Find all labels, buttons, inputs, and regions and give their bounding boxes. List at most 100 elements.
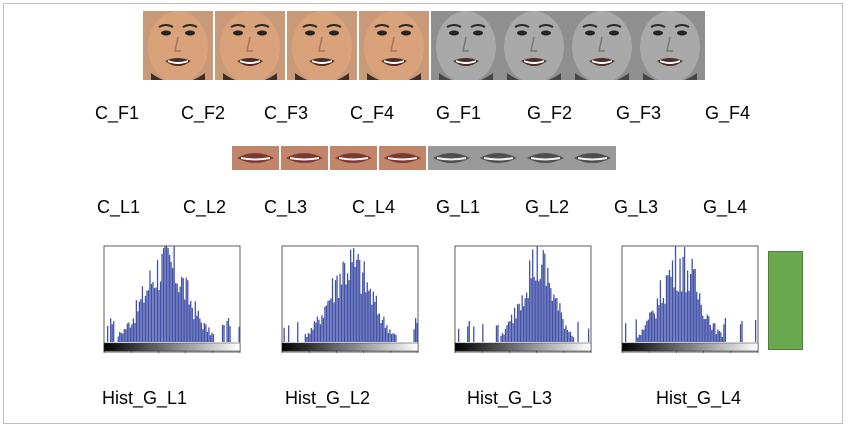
histogram-bar bbox=[208, 327, 210, 342]
face-image-c-f2 bbox=[215, 11, 285, 80]
histogram-bar bbox=[530, 278, 532, 342]
histogram-bar bbox=[638, 334, 640, 342]
histogram-g-l1 bbox=[103, 245, 241, 353]
histogram-bar bbox=[191, 307, 193, 342]
histogram-bar bbox=[709, 324, 711, 342]
histogram-bar bbox=[650, 311, 652, 342]
face-label-c-f3: C_F3 bbox=[264, 103, 309, 123]
histogram-bar bbox=[708, 316, 710, 342]
histogram-bar bbox=[366, 282, 368, 342]
histogram-bar bbox=[135, 300, 138, 342]
histogram-bar bbox=[196, 315, 198, 342]
histogram-bar bbox=[172, 267, 174, 342]
histogram-bar bbox=[644, 325, 646, 342]
histogram-bar bbox=[673, 287, 675, 342]
histogram-bar bbox=[309, 333, 311, 342]
histogram-bar bbox=[482, 324, 484, 342]
histogram-bar bbox=[468, 320, 470, 342]
histogram-label-g-l4: Hist_G_L4 bbox=[656, 388, 742, 408]
histogram-bar bbox=[506, 325, 508, 342]
histogram-bar bbox=[699, 293, 701, 342]
histogram-bar bbox=[168, 255, 171, 342]
histogram-bar bbox=[307, 333, 309, 342]
histogram-bar bbox=[507, 321, 510, 342]
histogram-bar bbox=[187, 280, 189, 342]
histogram-bar bbox=[562, 319, 564, 342]
histogram-bar bbox=[357, 254, 359, 342]
histogram-bar bbox=[718, 331, 720, 342]
histogram-bar bbox=[551, 300, 553, 342]
histogram-bar bbox=[510, 314, 513, 342]
histogram-bar bbox=[387, 332, 390, 342]
histogram-bar bbox=[155, 287, 157, 342]
histogram-bar bbox=[686, 270, 689, 342]
face-image-g-f2 bbox=[499, 11, 569, 80]
histogram-bar bbox=[556, 297, 558, 342]
histogram-bar bbox=[724, 317, 727, 342]
histogram-bar bbox=[667, 275, 669, 342]
histogram-bar bbox=[683, 246, 686, 342]
lip-label-c-l3: C_L3 bbox=[264, 197, 308, 217]
histogram-bar bbox=[390, 333, 393, 342]
histogram-bar bbox=[548, 282, 550, 342]
histogram-bar bbox=[162, 248, 165, 342]
histogram-bar bbox=[649, 312, 651, 342]
histogram-bar bbox=[146, 290, 148, 342]
histogram-bar bbox=[353, 248, 355, 342]
lip-image-c-l4 bbox=[379, 146, 426, 170]
histogram-bar bbox=[625, 323, 627, 342]
histogram-bar bbox=[414, 318, 417, 342]
histogram-bar bbox=[176, 283, 178, 342]
histogram-bar bbox=[544, 253, 546, 342]
histogram-bar bbox=[356, 259, 358, 342]
histogram-label-g-l2: Hist_G_L2 bbox=[285, 388, 371, 408]
histogram-bar bbox=[547, 267, 549, 342]
histogram-bar bbox=[741, 320, 743, 342]
histogram-bar bbox=[532, 249, 534, 342]
histogram-bar bbox=[565, 325, 567, 342]
histogram-bar bbox=[679, 258, 681, 342]
histogram-bar bbox=[652, 310, 654, 342]
histogram-bar bbox=[658, 305, 660, 342]
histogram-bar bbox=[316, 316, 319, 342]
histogram-bar bbox=[134, 322, 136, 342]
histogram-bar bbox=[705, 319, 707, 342]
histogram-bar bbox=[554, 298, 557, 342]
histogram-bar bbox=[536, 246, 538, 342]
histogram-bar bbox=[715, 334, 717, 342]
histogram-bar bbox=[110, 318, 112, 342]
histogram-bar bbox=[354, 266, 356, 342]
histogram-bar bbox=[717, 329, 719, 342]
histogram-bar bbox=[238, 326, 240, 342]
histogram-bar bbox=[702, 315, 704, 342]
histogram-bar bbox=[501, 333, 504, 342]
histogram-bar bbox=[199, 318, 201, 342]
histogram-bar bbox=[521, 295, 523, 342]
histogram-bar bbox=[288, 325, 290, 342]
histogram-bar bbox=[325, 305, 328, 342]
histogram-bar bbox=[193, 319, 195, 342]
histogram-bar bbox=[674, 246, 677, 342]
histogram-bar bbox=[322, 317, 325, 342]
histogram-bar bbox=[497, 324, 499, 342]
histogram-bar bbox=[512, 323, 514, 342]
histogram-g-l2 bbox=[281, 245, 419, 353]
histogram-bar bbox=[371, 304, 373, 342]
histogram-bar bbox=[337, 297, 340, 342]
lip-image-g-l1 bbox=[428, 146, 475, 170]
histogram-bar bbox=[676, 290, 678, 342]
histogram-bar bbox=[392, 333, 394, 342]
histogram-bar bbox=[550, 288, 552, 342]
histogram-label-g-l3: Hist_G_L3 bbox=[467, 388, 553, 408]
histogram-bar bbox=[147, 290, 150, 342]
histogram-bar bbox=[179, 286, 181, 342]
histogram-bar bbox=[682, 256, 684, 342]
face-image-c-f3 bbox=[287, 11, 357, 80]
histogram-bar bbox=[137, 311, 139, 342]
histogram-bar bbox=[516, 304, 519, 342]
histogram-bar bbox=[315, 322, 317, 342]
histogram-bar bbox=[173, 246, 175, 342]
histogram-bar bbox=[221, 324, 224, 342]
histogram-bar bbox=[342, 261, 344, 342]
histogram-bar bbox=[646, 320, 648, 342]
